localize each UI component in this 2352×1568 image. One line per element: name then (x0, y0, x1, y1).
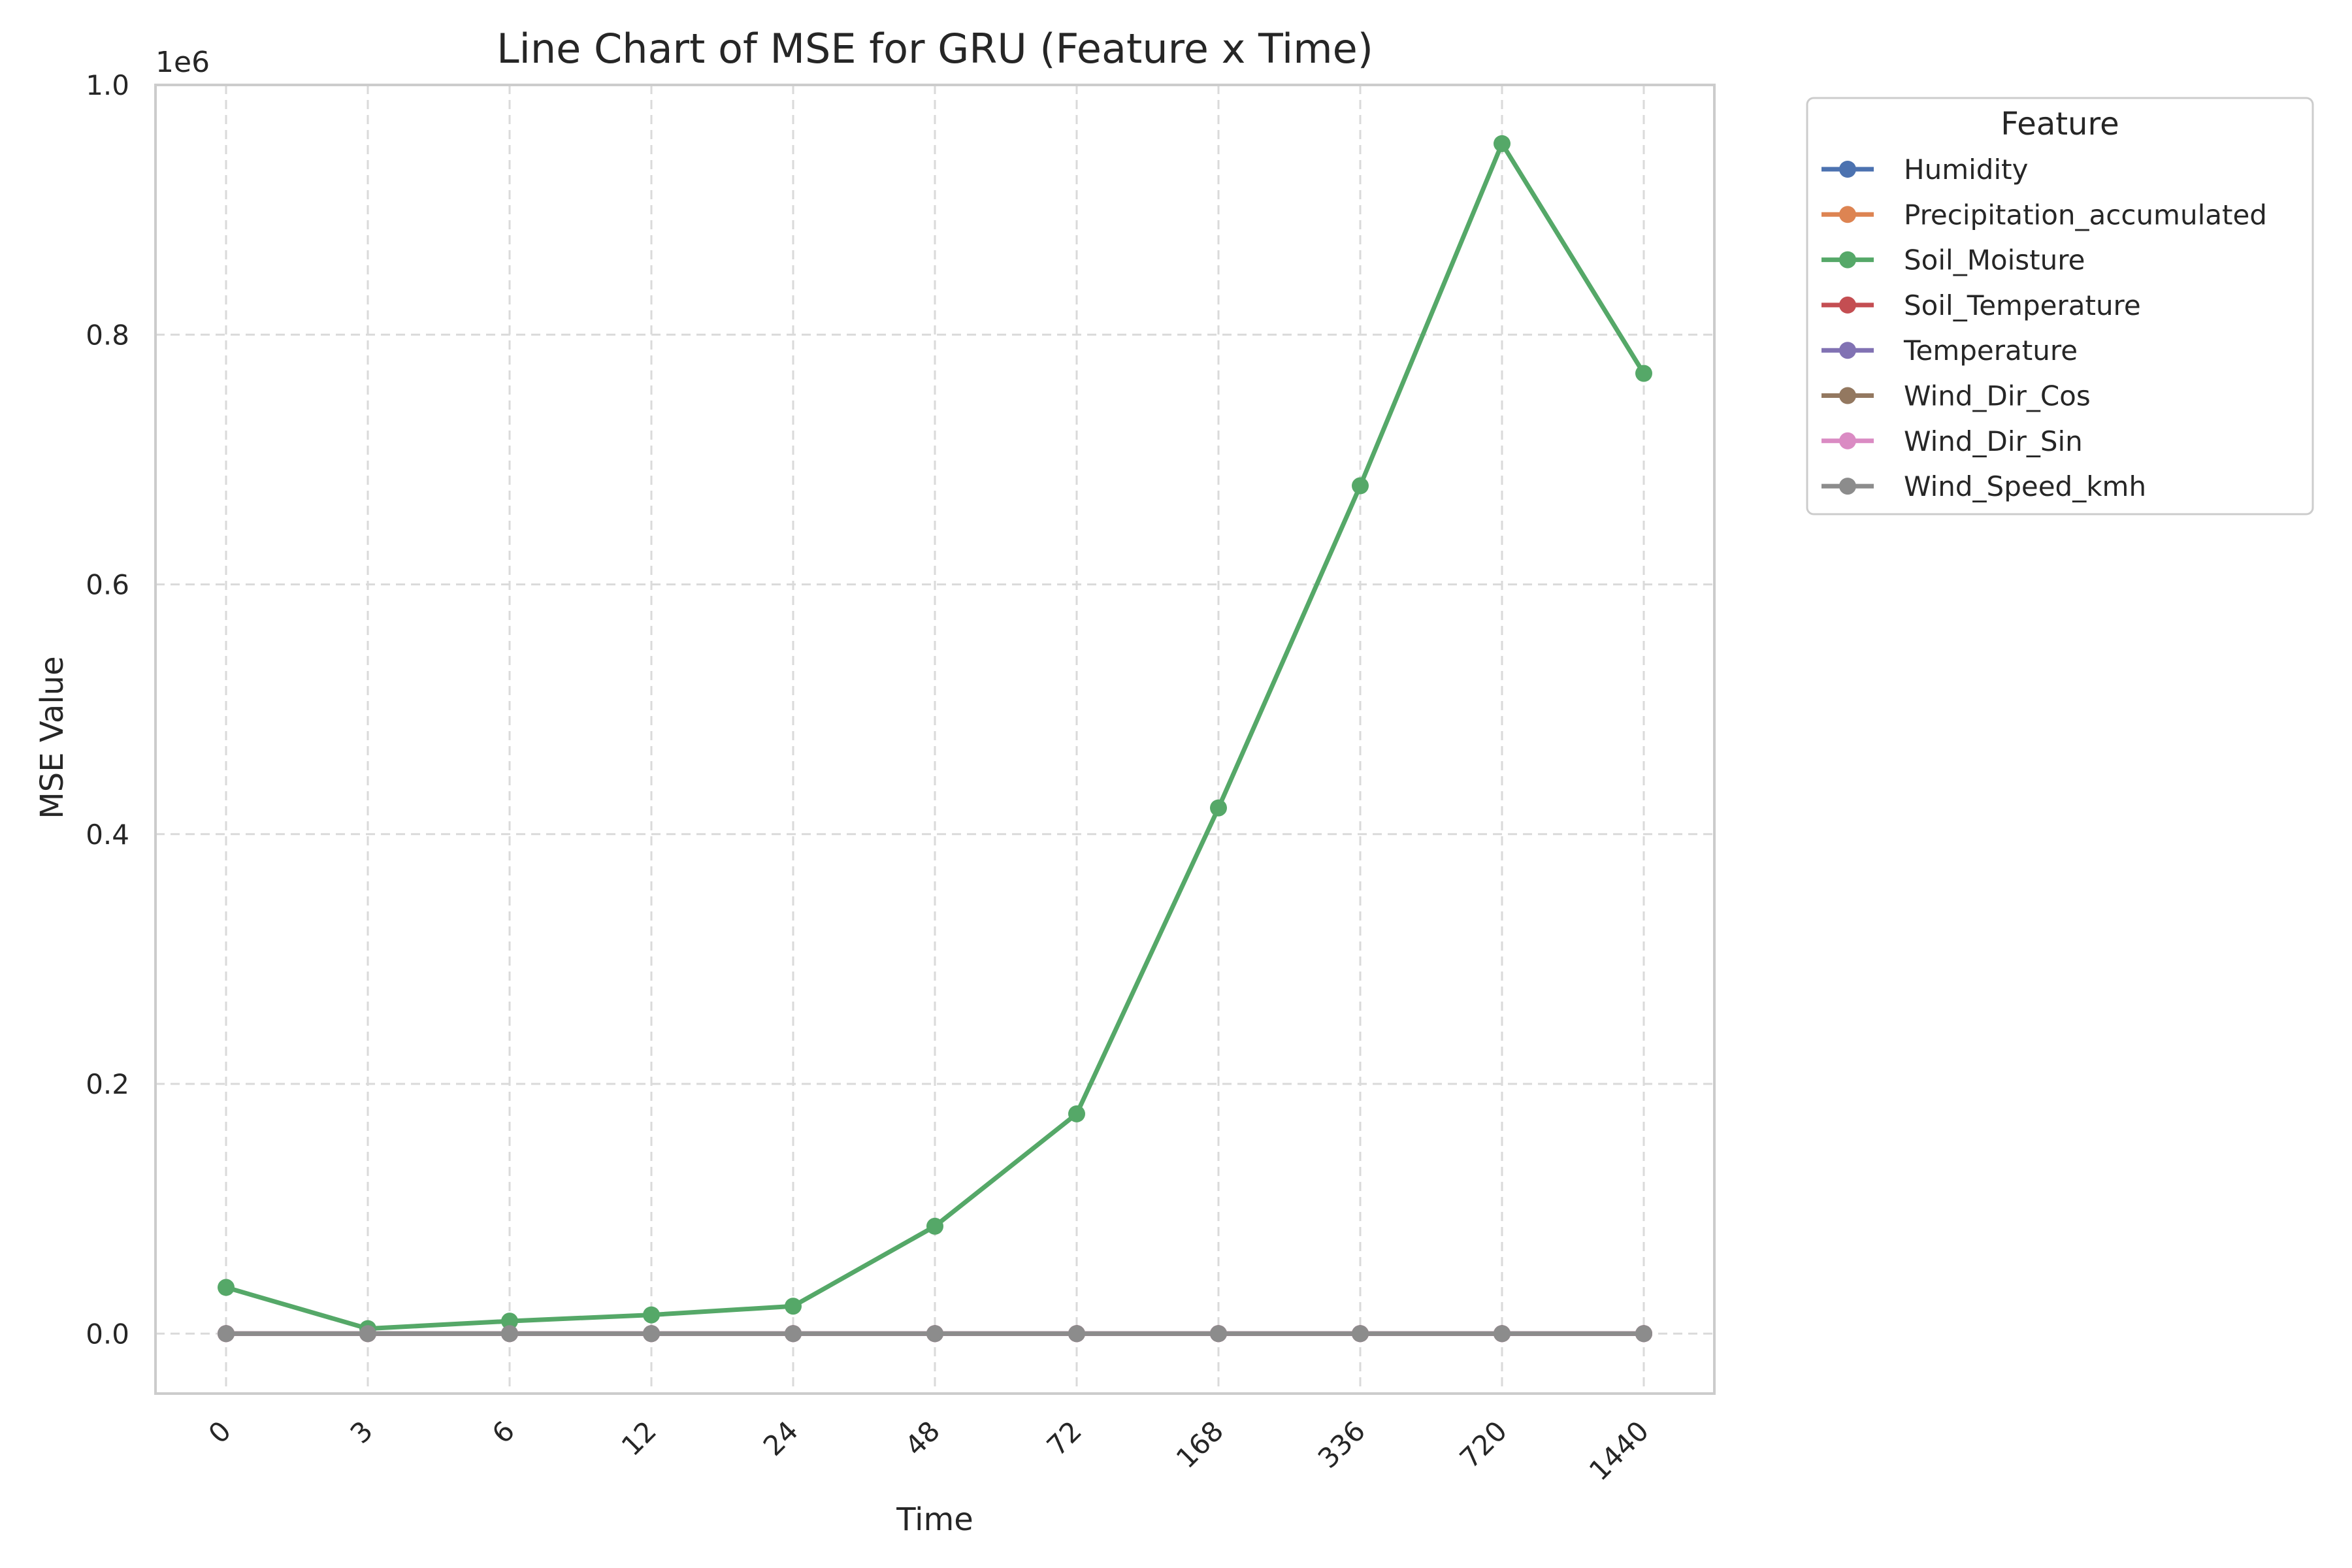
legend-entry: Wind_Dir_Cos (1821, 380, 2091, 412)
data-point (643, 1325, 660, 1343)
legend-marker (1839, 432, 1856, 449)
data-point (1210, 1325, 1227, 1343)
data-point (1352, 1325, 1369, 1343)
legend-marker (1839, 387, 1856, 404)
legend-marker (1839, 342, 1856, 359)
data-point (926, 1217, 943, 1235)
data-point (1068, 1325, 1085, 1343)
chart-title: Line Chart of MSE for GRU (Feature x Tim… (497, 25, 1373, 73)
legend-label: Precipitation_accumulated (1904, 199, 2267, 231)
legend-entry: Humidity (1821, 154, 2028, 186)
data-point (1494, 1325, 1511, 1343)
data-point (1210, 799, 1227, 817)
y-axis-label: MSE Value (34, 656, 71, 819)
y-offset-label: 1e6 (155, 46, 210, 79)
legend-entry: Wind_Dir_Sin (1821, 425, 2083, 457)
legend-marker (1839, 296, 1856, 314)
legend-label: Soil_Temperature (1904, 289, 2141, 321)
data-point (785, 1298, 802, 1315)
data-point (1635, 365, 1652, 382)
data-point (1635, 1325, 1652, 1343)
data-point (926, 1325, 943, 1343)
y-tick-label: 0.6 (86, 569, 129, 601)
legend-entry: Soil_Temperature (1821, 289, 2141, 321)
legend-marker (1839, 251, 1856, 269)
legend-marker (1839, 161, 1856, 178)
legend-entry: Wind_Speed_kmh (1821, 470, 2146, 502)
y-tick-label: 1.0 (86, 69, 129, 101)
data-point (1494, 135, 1511, 152)
legend-marker (1839, 478, 1856, 495)
data-point (359, 1325, 376, 1343)
legend-title: Feature (2001, 106, 2119, 142)
y-tick-label: 0.0 (86, 1318, 129, 1350)
legend-marker (1839, 206, 1856, 223)
x-axis-label: Time (896, 1501, 973, 1538)
legend-label: Wind_Dir_Sin (1904, 425, 2083, 457)
legend-entry: Precipitation_accumulated (1821, 199, 2267, 231)
y-tick-labels: 0.0 0.2 0.4 0.6 0.8 1.0 (86, 69, 129, 1350)
plot-area-frame (154, 84, 1716, 1395)
data-point (218, 1325, 235, 1343)
data-point (1352, 477, 1369, 495)
y-tick-label: 0.4 (86, 819, 129, 851)
grid (155, 84, 1714, 1394)
data-point (218, 1279, 235, 1296)
legend-entry: Temperature (1821, 335, 2078, 367)
legend: Feature Humidity Precipitation_accumulate… (1806, 97, 2314, 515)
legend-label: Wind_Dir_Cos (1904, 380, 2091, 412)
series-wind-speed-kmh (218, 1325, 1652, 1343)
series-lines (218, 135, 1652, 1343)
legend-label: Temperature (1903, 335, 2078, 367)
data-point (1068, 1105, 1085, 1122)
legend-entries: Humidity Precipitation_accumulated Soil_Mo… (1821, 154, 2267, 502)
data-point (501, 1325, 518, 1343)
legend-entry: Soil_Moisture (1821, 244, 2085, 276)
legend-label: Soil_Moisture (1904, 244, 2085, 276)
y-tick-label: 0.2 (86, 1068, 129, 1100)
y-tick-label: 0.8 (86, 319, 129, 351)
data-point (501, 1313, 518, 1330)
data-point (785, 1325, 802, 1343)
legend-label: Humidity (1904, 154, 2028, 186)
legend-box (1806, 97, 2314, 515)
data-point (643, 1306, 660, 1324)
series-soil-moisture (218, 135, 1652, 1337)
legend-label: Wind_Speed_kmh (1904, 470, 2146, 502)
